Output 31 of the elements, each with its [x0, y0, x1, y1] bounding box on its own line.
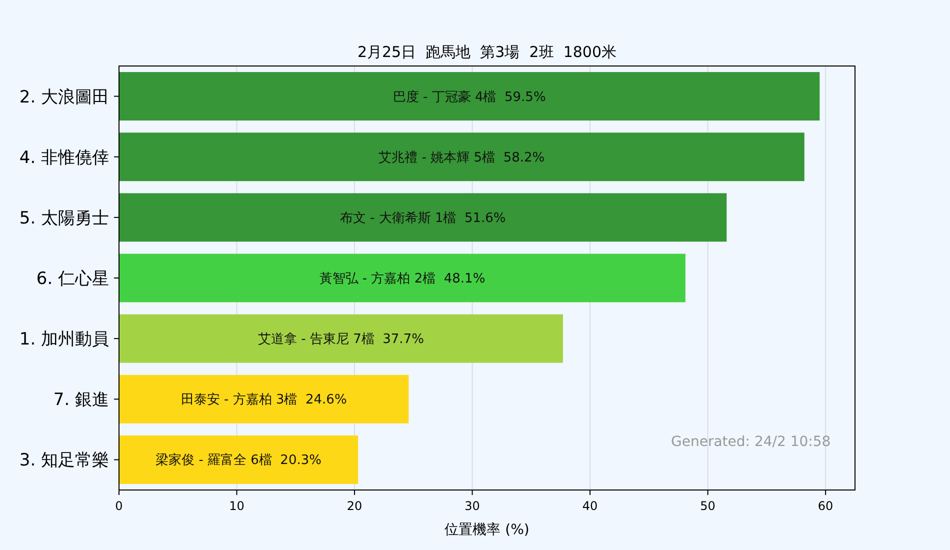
- data-label: 巴度 - 丁冠豪 4檔 59.5%: [392, 88, 546, 105]
- bar: [119, 435, 358, 484]
- bar: [119, 193, 727, 242]
- x-tick-label: 0: [115, 499, 123, 513]
- y-tick-label: 3. 知足常樂: [19, 450, 109, 471]
- data-label: 黃智弘 - 方嘉柏 2檔 48.1%: [319, 270, 486, 286]
- data-label: 田泰安 - 方嘉柏 3檔 24.6%: [180, 392, 347, 408]
- y-tick-label: 4. 非惟僥倖: [19, 148, 109, 168]
- y-tick-label: 2. 大浪圖田: [19, 87, 109, 108]
- x-tick-label: 40: [582, 499, 598, 513]
- bar: [119, 72, 820, 121]
- data-label: 梁家俊 - 羅富全 6檔 20.3%: [156, 452, 322, 468]
- x-axis-title: 位置機率 (%): [444, 522, 530, 538]
- data-label: 布文 - 大衛希斯 1檔 51.6%: [340, 210, 506, 226]
- x-tick-label: 20: [346, 499, 362, 513]
- x-tick-label: 10: [229, 499, 244, 513]
- data-label: 艾道拿 - 告東尼 7檔 37.7%: [258, 332, 424, 348]
- annotation: Generated: 24/2 10:58: [671, 434, 831, 450]
- bar: [119, 374, 409, 424]
- bar: [119, 314, 563, 363]
- y-tick-label: 7. 銀進: [53, 390, 109, 410]
- chart-title: 2月25日 跑馬地 第3場 2班 1800米: [357, 43, 617, 61]
- y-tick-label: 5. 太陽勇士: [19, 208, 109, 228]
- y-tick-label: 1. 加州動員: [19, 330, 109, 350]
- y-tick-label: 6. 仁心星: [36, 269, 109, 289]
- x-tick-label: 50: [700, 499, 716, 513]
- bar: [119, 254, 686, 302]
- bar: [119, 132, 804, 182]
- x-tick-label: 60: [818, 499, 834, 513]
- x-tick-label: 30: [464, 499, 480, 513]
- data-label: 艾兆禮 - 姚本輝 5檔 58.2%: [378, 150, 545, 166]
